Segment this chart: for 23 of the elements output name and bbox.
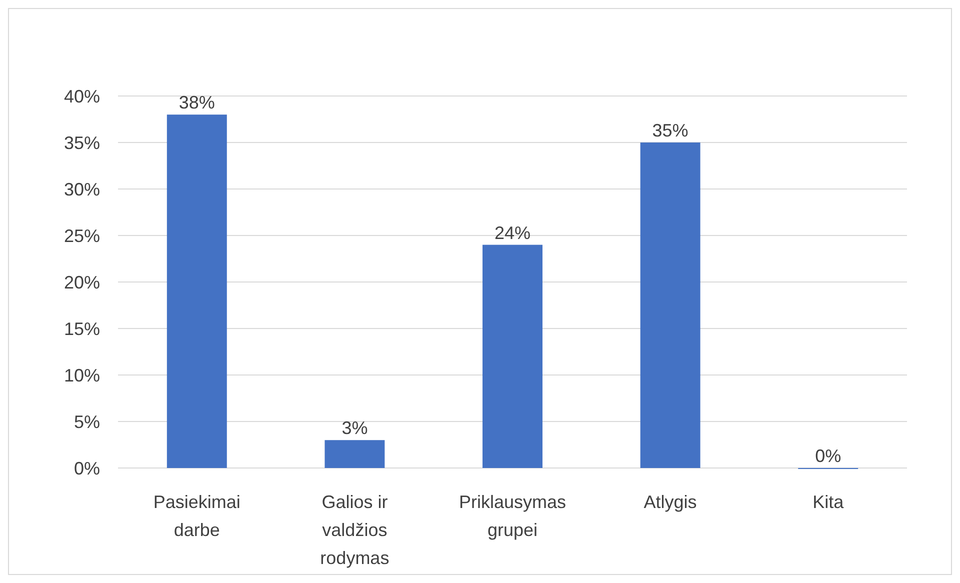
x-tick-label: Galios ir valdžios rodymas — [320, 492, 390, 568]
y-tick-label: 0% — [74, 458, 100, 478]
y-tick-label: 40% — [64, 86, 100, 106]
data-label: 24% — [494, 222, 531, 243]
data-label: 35% — [652, 120, 688, 140]
y-tick-label: 10% — [64, 365, 100, 386]
y-tick-label: 5% — [74, 412, 100, 432]
bar — [166, 114, 227, 468]
data-label: 38% — [178, 92, 215, 113]
data-label: 0% — [815, 446, 842, 466]
x-tick-label: Kita — [812, 492, 845, 512]
data-label: 3% — [342, 418, 368, 438]
y-tick-label: 35% — [64, 132, 100, 153]
x-tick-label: Priklausymas grupei — [458, 492, 566, 540]
x-tick-label: Pasiekimai darbe — [153, 492, 240, 540]
bar — [640, 142, 700, 468]
y-tick-label: 20% — [64, 272, 100, 292]
x-tick-label: Atlygis — [644, 492, 697, 512]
y-tick-label: 15% — [64, 318, 100, 339]
bar — [482, 244, 542, 468]
y-tick-label: 25% — [64, 226, 100, 246]
y-tick-label: 30% — [64, 179, 100, 200]
bar — [324, 440, 385, 468]
